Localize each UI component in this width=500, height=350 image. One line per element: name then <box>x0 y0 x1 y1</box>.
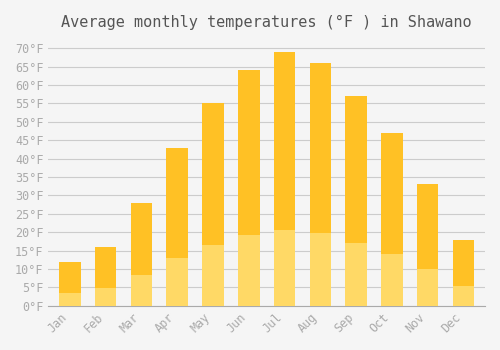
Bar <box>310 63 331 306</box>
Bar <box>453 240 474 306</box>
Bar <box>381 133 402 306</box>
Bar <box>202 104 224 306</box>
Bar <box>417 270 438 306</box>
Bar <box>310 233 331 306</box>
Bar <box>95 288 116 306</box>
Bar <box>166 148 188 306</box>
Bar <box>59 293 80 306</box>
Bar <box>238 235 260 306</box>
Bar <box>417 184 438 306</box>
Bar <box>95 247 116 306</box>
Bar <box>238 70 260 306</box>
Bar <box>166 258 188 306</box>
Bar <box>274 52 295 306</box>
Bar <box>346 243 367 306</box>
Bar <box>59 262 80 306</box>
Bar <box>202 245 224 306</box>
Bar <box>130 275 152 306</box>
Bar <box>130 203 152 306</box>
Bar <box>381 254 402 306</box>
Bar <box>274 230 295 306</box>
Bar <box>346 96 367 306</box>
Bar <box>453 286 474 306</box>
Title: Average monthly temperatures (°F ) in Shawano: Average monthly temperatures (°F ) in Sh… <box>62 15 472 30</box>
